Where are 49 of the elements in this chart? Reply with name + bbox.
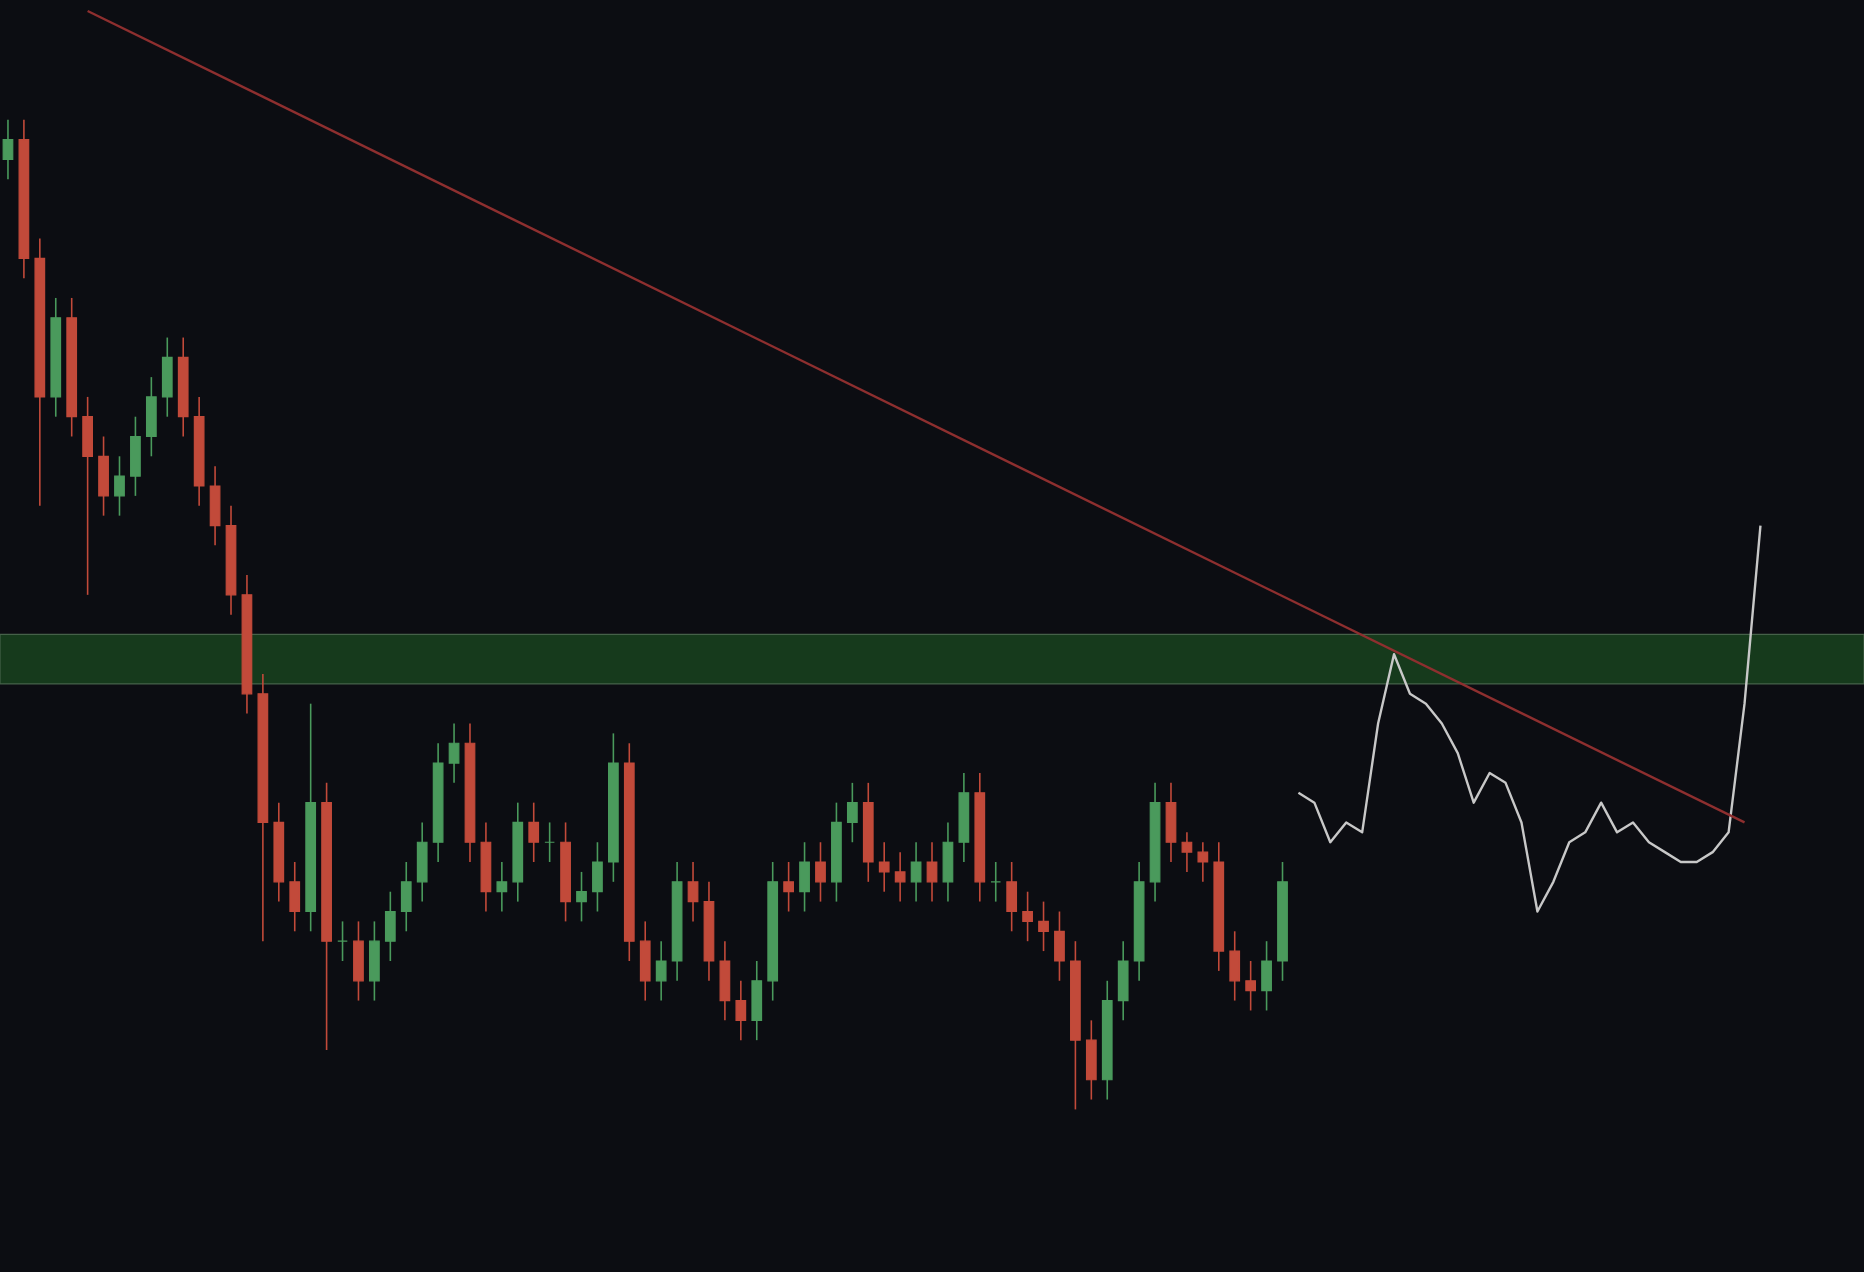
candlestick xyxy=(1261,940,1272,1012)
candlestick xyxy=(1054,910,1065,982)
candlestick xyxy=(878,841,890,893)
candlestick xyxy=(687,861,699,923)
candlestick xyxy=(655,940,667,1002)
candlestick xyxy=(416,821,428,903)
candlestick xyxy=(639,920,651,1002)
candlestick xyxy=(1229,930,1241,1002)
candlestick xyxy=(209,465,221,547)
candlestick xyxy=(990,861,1002,903)
candlestick xyxy=(1197,841,1209,883)
candlestick xyxy=(1038,900,1049,952)
candlestick xyxy=(926,841,938,903)
candlestick xyxy=(1181,831,1193,873)
candlestick xyxy=(2,119,14,180)
candlestick xyxy=(337,920,348,962)
candlestick xyxy=(114,455,125,517)
candlestick xyxy=(130,415,141,497)
candlestick xyxy=(98,435,109,517)
candlestick xyxy=(289,861,301,933)
candlestick xyxy=(1022,890,1033,942)
candlestick xyxy=(815,841,826,903)
candlestick xyxy=(894,851,906,903)
candlestick xyxy=(528,801,540,863)
candlestick xyxy=(145,376,157,458)
candlestick xyxy=(799,841,810,913)
candlestick xyxy=(576,871,587,923)
candlestick xyxy=(544,821,556,863)
candlestick xyxy=(384,890,396,962)
candlestick xyxy=(942,821,954,903)
candlestick xyxy=(496,861,508,913)
candlestick xyxy=(448,722,460,784)
candlestick xyxy=(82,396,94,596)
candlestick xyxy=(400,861,412,933)
candlestick xyxy=(161,336,173,418)
candlestick xyxy=(783,861,795,913)
candlestick xyxy=(353,920,364,1002)
candlestick xyxy=(1117,940,1129,1022)
candlestick xyxy=(1006,861,1018,933)
candlestick xyxy=(1085,1019,1097,1101)
candlestick xyxy=(1165,782,1177,863)
candlestick xyxy=(369,920,380,1002)
candlestick xyxy=(751,960,763,1041)
candlestick xyxy=(735,979,747,1041)
candlestick xyxy=(719,940,731,1022)
candlestick xyxy=(592,841,603,913)
candlestick xyxy=(846,782,858,844)
candlestick xyxy=(910,841,922,903)
candlestick xyxy=(1245,960,1257,1012)
